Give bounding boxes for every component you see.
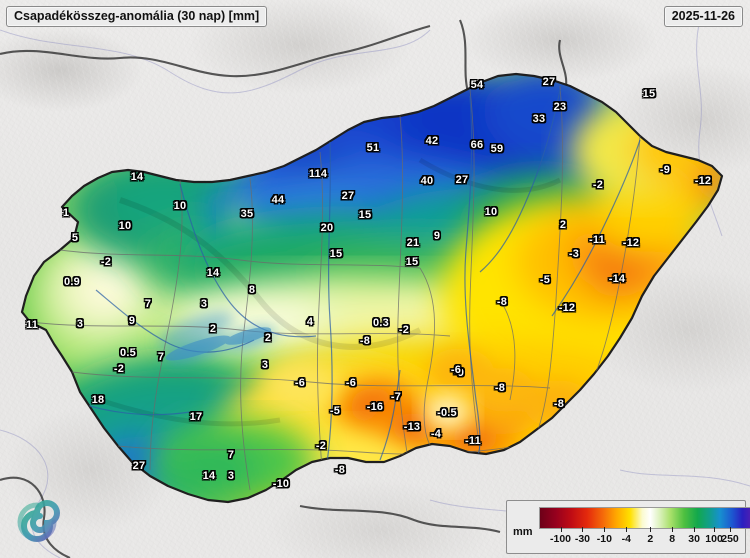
legend-tick-label: -100 [549,533,572,545]
neighbour-borders [0,19,568,558]
date-label: 2025-11-26 [663,6,743,27]
legend-colorbar [538,507,750,529]
country-outline [20,72,724,504]
legend-tick-mark [714,527,716,532]
legend-tick-mark [672,527,674,532]
legend-tick-label: -4 [621,533,631,545]
legend-tick-mark [730,527,732,532]
legend-tick-mark [560,527,562,532]
legend-tick-mark [626,527,628,532]
legend-tick-label: -10 [596,533,612,545]
legend-tick-label: 100 [705,533,723,545]
legend-tick-label: 2 [647,533,654,545]
legend-tick-mark [650,527,652,532]
lakes [165,327,272,361]
legend-tick-label: -30 [574,533,591,545]
legend-tick-mark [694,527,696,532]
legend-tick-label: 8 [669,533,676,545]
legend-ticks: -100 -30 -10 -4 2 8 30 100 250 [539,527,739,553]
hydrography-background [0,19,750,558]
legend-tick-label: 30 [688,533,700,545]
spiral-logo [17,500,60,542]
rivers [69,89,641,471]
county-boundaries [29,85,641,501]
legend-tick-mark [582,527,584,532]
legend: mm -100 -30 -10 -4 2 8 30 100 250 [506,500,750,554]
legend-tick-label: 250 [721,533,739,545]
legend-unit-label: mm [513,526,533,538]
page-title: Csapadékösszeg-anomália (30 nap) [mm] [6,6,268,27]
legend-tick-mark [604,527,606,532]
relief-shading [99,157,562,427]
